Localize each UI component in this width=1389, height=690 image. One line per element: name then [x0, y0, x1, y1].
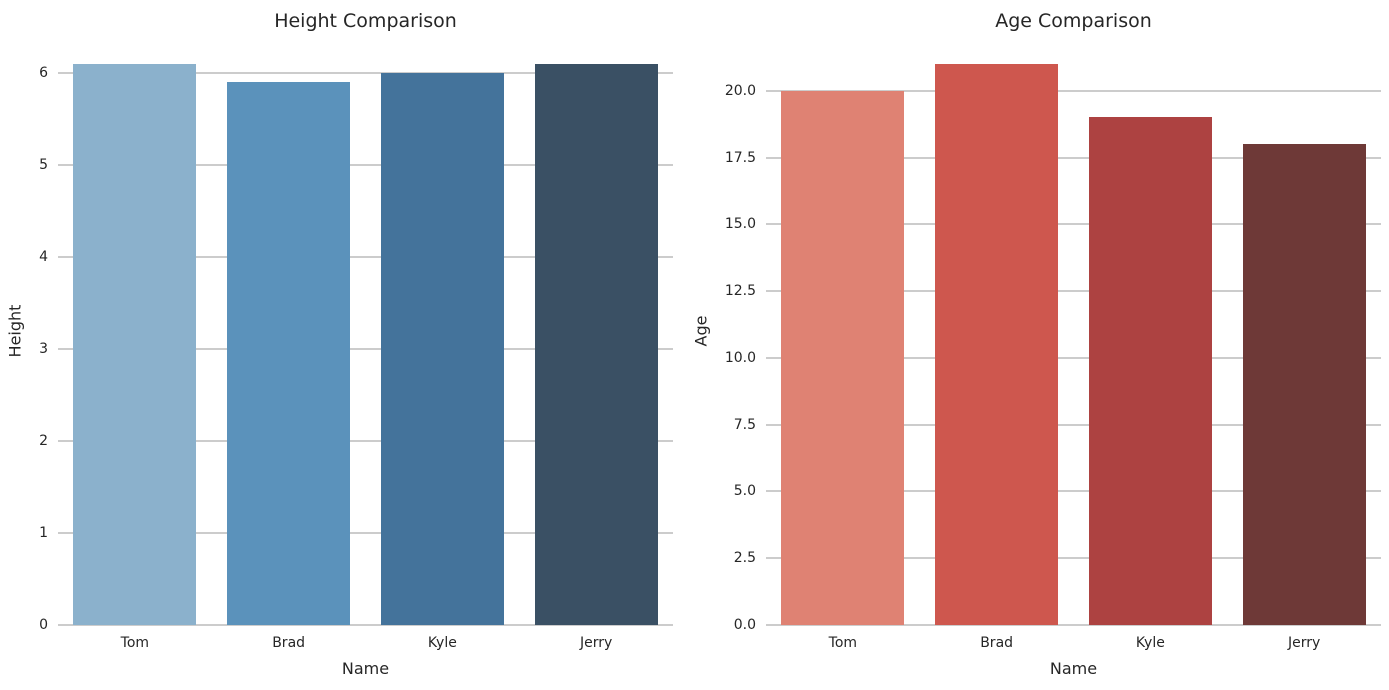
- gridline: [58, 347, 673, 350]
- height-x-axis-label: Name: [341, 659, 390, 678]
- y-tick-label: 7.5: [733, 416, 756, 433]
- age-x-axis-label: Name: [1049, 659, 1098, 678]
- gridline: [58, 255, 673, 258]
- y-tick-label: 5.0: [733, 483, 756, 500]
- gridline: [58, 71, 673, 74]
- y-tick-label: 2: [39, 432, 48, 449]
- bar-kyle: [1088, 117, 1212, 625]
- bar-tom: [73, 63, 197, 625]
- bar-jerry: [1242, 144, 1366, 625]
- y-tick-label: 1: [39, 524, 48, 541]
- y-tick-label: 15.0: [724, 216, 756, 233]
- bar-tom: [781, 90, 905, 625]
- y-tick-label: 3: [39, 340, 48, 357]
- x-tick-label: Tom: [828, 635, 858, 651]
- x-tick-label: Brad: [980, 635, 1014, 651]
- gridline: [766, 290, 1381, 293]
- gridline: [766, 223, 1381, 226]
- y-tick-label: 12.5: [724, 283, 756, 300]
- x-tick-label: Jerry: [579, 635, 613, 651]
- y-tick-label: 4: [39, 248, 48, 265]
- gridline: [766, 356, 1381, 359]
- x-tick-label: Kyle: [427, 635, 457, 651]
- y-tick-label: 17.5: [724, 149, 756, 166]
- bar-kyle: [380, 72, 504, 625]
- gridline: [766, 490, 1381, 493]
- gridline: [766, 156, 1381, 159]
- gridline: [58, 439, 673, 442]
- gridline: [766, 624, 1381, 626]
- gridline: [766, 557, 1381, 560]
- height-chart-title: Height Comparison: [274, 10, 457, 32]
- gridline: [58, 624, 673, 626]
- x-tick-label: Kyle: [1135, 635, 1165, 651]
- gridline: [766, 89, 1381, 92]
- gridline: [58, 163, 673, 166]
- y-tick-label: 2.5: [733, 550, 756, 567]
- gridline: [766, 423, 1381, 426]
- bar-brad: [227, 82, 351, 625]
- age-chart-panel: Age Comparison Age Name 0.0 2.5 5.0 7.5 10.0…: [692, 0, 1389, 690]
- y-tick-label: 0.0: [733, 617, 756, 633]
- age-y-axis-label: Age: [691, 315, 711, 346]
- height-chart-panel: Height Comparison Height Name 0 1 2 3 4 5 6 Tom…: [0, 0, 694, 690]
- y-tick-label: 6: [39, 64, 48, 81]
- y-tick-label: 0: [39, 617, 48, 633]
- age-chart-title: Age Comparison: [995, 10, 1152, 32]
- height-y-axis-label: Height: [5, 304, 25, 357]
- x-tick-label: Tom: [120, 635, 150, 651]
- y-tick-label: 10.0: [724, 349, 756, 366]
- age-chart-plot-area: Age Name 0.0 2.5 5.0 7.5 10.0 12.5 15.0 17.5 20.…: [692, 36, 1381, 678]
- x-tick-label: Brad: [272, 635, 306, 651]
- height-chart-plot-area: Height Name 0 1 2 3 4 5 6 Tom Brad Kyle Jerry: [6, 36, 673, 678]
- y-tick-label: 5: [39, 156, 48, 173]
- y-tick-label: 20.0: [724, 82, 756, 99]
- x-tick-label: Jerry: [1287, 635, 1321, 651]
- bar-jerry: [534, 63, 658, 625]
- gridline: [58, 531, 673, 534]
- bar-brad: [935, 64, 1059, 625]
